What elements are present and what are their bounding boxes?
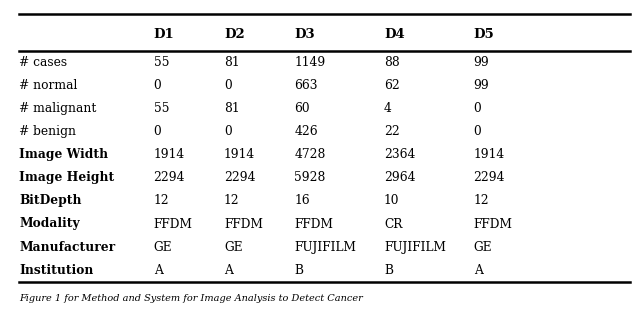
Text: 62: 62	[384, 79, 400, 92]
Text: BitDepth: BitDepth	[19, 195, 82, 207]
Text: 0: 0	[154, 79, 161, 92]
Text: A: A	[224, 264, 233, 276]
Text: FUJIFILM: FUJIFILM	[294, 241, 356, 253]
Text: 2294: 2294	[154, 172, 185, 184]
Text: 2294: 2294	[474, 172, 505, 184]
Text: 55: 55	[154, 102, 169, 115]
Text: 5928: 5928	[294, 172, 326, 184]
Text: 55: 55	[154, 56, 169, 69]
Text: 1914: 1914	[224, 148, 255, 161]
Text: CR: CR	[384, 218, 403, 230]
Text: 88: 88	[384, 56, 400, 69]
Text: D1: D1	[154, 28, 174, 41]
Text: Image Height: Image Height	[19, 172, 115, 184]
Text: 2364: 2364	[384, 148, 415, 161]
Text: Figure 1 for Method and System for Image Analysis to Detect Cancer: Figure 1 for Method and System for Image…	[19, 294, 363, 303]
Text: # malignant: # malignant	[19, 102, 97, 115]
Text: GE: GE	[474, 241, 492, 253]
Text: FFDM: FFDM	[224, 218, 263, 230]
Text: 0: 0	[474, 125, 481, 138]
Text: GE: GE	[154, 241, 172, 253]
Text: 12: 12	[474, 195, 489, 207]
Text: 0: 0	[224, 125, 232, 138]
Text: 99: 99	[474, 79, 490, 92]
Text: 99: 99	[474, 56, 490, 69]
Text: Manufacturer: Manufacturer	[19, 241, 115, 253]
Text: # benign: # benign	[19, 125, 76, 138]
Text: 1149: 1149	[294, 56, 326, 69]
Text: GE: GE	[224, 241, 243, 253]
Text: 10: 10	[384, 195, 399, 207]
Text: 1914: 1914	[474, 148, 505, 161]
Text: 4: 4	[384, 102, 392, 115]
Text: B: B	[294, 264, 303, 276]
Text: A: A	[474, 264, 483, 276]
Text: 2964: 2964	[384, 172, 415, 184]
Text: 12: 12	[154, 195, 169, 207]
Text: 81: 81	[224, 56, 239, 69]
Text: Image Width: Image Width	[19, 148, 108, 161]
Text: # normal: # normal	[19, 79, 77, 92]
Text: 426: 426	[294, 125, 318, 138]
Text: 0: 0	[154, 125, 161, 138]
Text: 81: 81	[224, 102, 239, 115]
Text: 0: 0	[224, 79, 232, 92]
Text: D2: D2	[224, 28, 244, 41]
Text: Modality: Modality	[19, 218, 80, 230]
Text: FFDM: FFDM	[154, 218, 193, 230]
Text: 4728: 4728	[294, 148, 326, 161]
Text: D3: D3	[294, 28, 315, 41]
Text: 1914: 1914	[154, 148, 185, 161]
Text: A: A	[154, 264, 163, 276]
Text: FFDM: FFDM	[474, 218, 513, 230]
Text: FUJIFILM: FUJIFILM	[384, 241, 446, 253]
Text: 22: 22	[384, 125, 400, 138]
Text: 60: 60	[294, 102, 310, 115]
Text: B: B	[384, 264, 393, 276]
Text: 12: 12	[224, 195, 239, 207]
Text: 16: 16	[294, 195, 310, 207]
Text: Institution: Institution	[19, 264, 93, 276]
Text: 0: 0	[474, 102, 481, 115]
Text: 663: 663	[294, 79, 318, 92]
Text: D5: D5	[474, 28, 494, 41]
Text: # cases: # cases	[19, 56, 67, 69]
Text: D4: D4	[384, 28, 404, 41]
Text: FFDM: FFDM	[294, 218, 333, 230]
Text: 2294: 2294	[224, 172, 255, 184]
